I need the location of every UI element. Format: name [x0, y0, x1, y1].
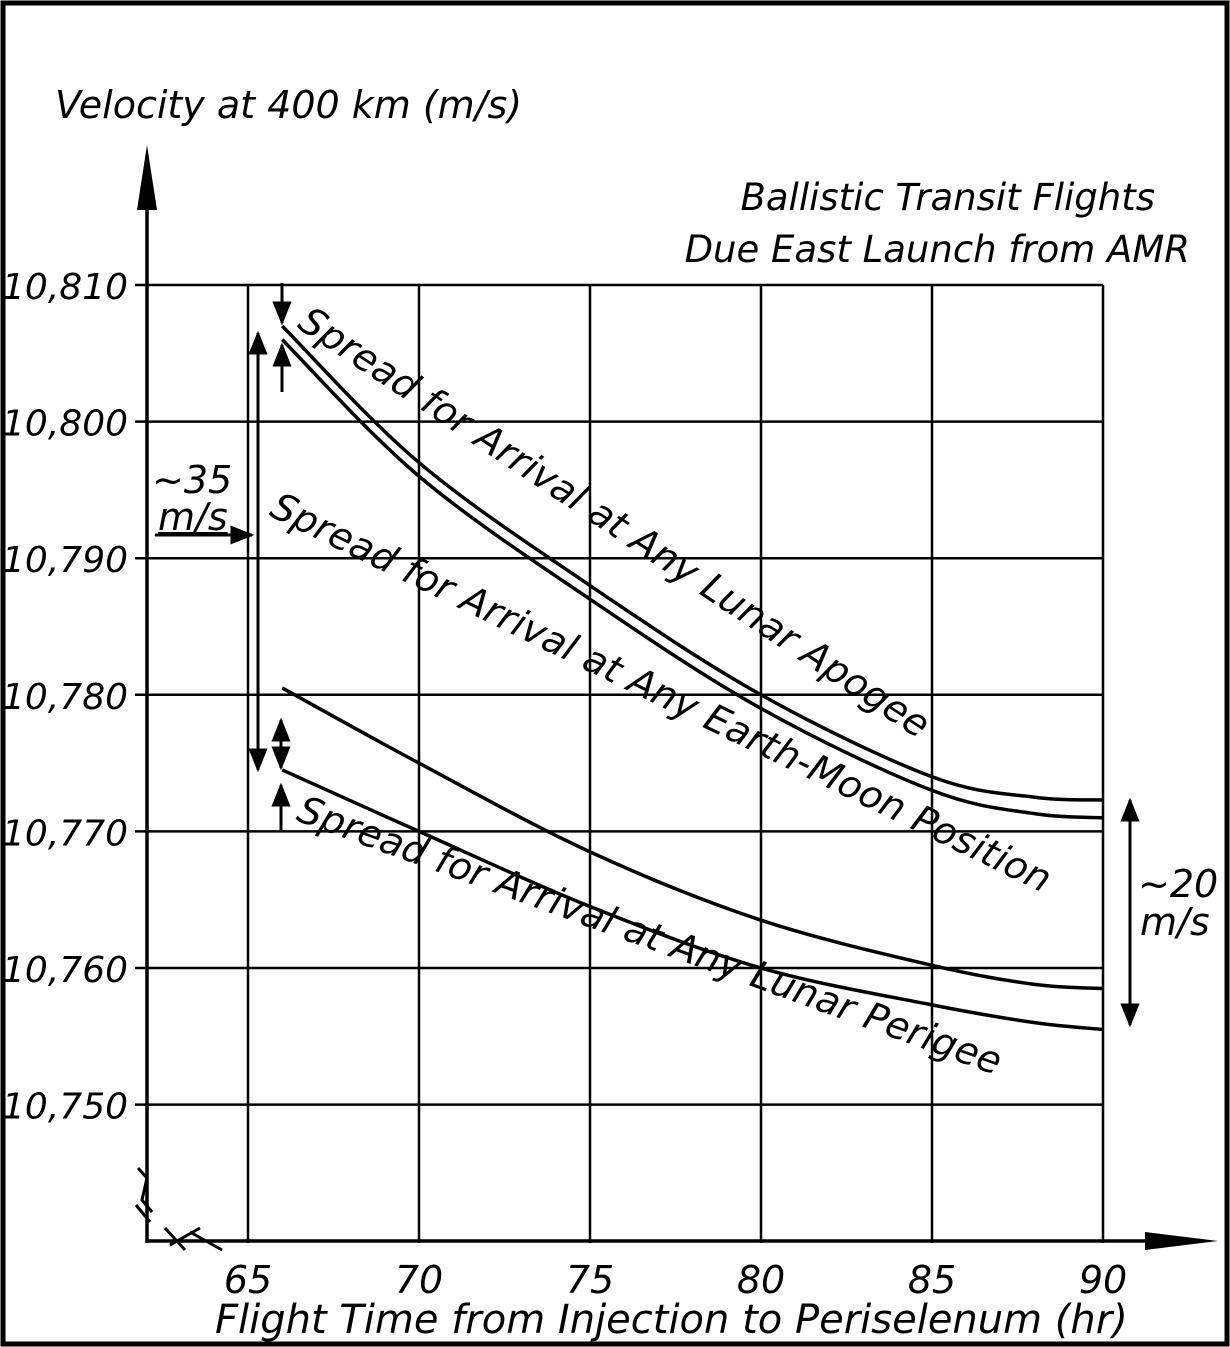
- y-tick-label: 10,800: [2, 404, 128, 445]
- y-axis-break-mark: [134, 1166, 154, 1223]
- series-line-1: [280, 324, 1104, 802]
- x-axis-label: Flight Time from Injection to Periselenu…: [215, 1297, 1128, 1343]
- y-tick-labels: 10,810 10,800 10,790 10,780 10,770 10,760 10,7…: [2, 267, 128, 1128]
- y-tick-label: 10,790: [2, 540, 128, 581]
- chart-annotation-line-2: Due East Launch from AMR: [685, 228, 1190, 271]
- x-tick-label: 80: [737, 1258, 785, 1302]
- x-tick-label: 70: [395, 1258, 443, 1302]
- chart-annotation-line-1: Ballistic Transit Flights: [740, 176, 1155, 219]
- spread-right-unit: m/s: [1140, 900, 1210, 944]
- x-tick-labels: 65 70 75 80 85 90: [224, 1258, 1127, 1302]
- spread-left-unit: m/s: [158, 495, 228, 539]
- spread-left-value: ~35: [152, 458, 232, 502]
- y-tick-label: 10,810: [2, 267, 128, 308]
- spread-arrows: [155, 283, 1140, 1028]
- series-group: [280, 324, 1104, 1032]
- y-axis-arrowhead: [137, 145, 157, 210]
- y-tick-label: 10,770: [2, 813, 128, 854]
- axes: [134, 145, 1218, 1252]
- series-line-3: [281, 686, 1104, 991]
- y-tick-label: 10,780: [2, 677, 128, 718]
- x-tick-label: 90: [1079, 1258, 1127, 1302]
- x-tick-label: 65: [224, 1258, 272, 1302]
- y-tick-label: 10,750: [2, 1087, 128, 1128]
- x-axis-arrowhead: [1145, 1232, 1218, 1250]
- x-tick-label: 85: [908, 1258, 956, 1302]
- series-line-4: [281, 768, 1104, 1032]
- spread-right-value: ~20: [1138, 862, 1218, 906]
- x-axis-break-mark: [163, 1226, 223, 1252]
- y-tick-label: 10,760: [2, 950, 128, 991]
- y-axis-label: Velocity at 400 km (m/s): [55, 83, 522, 127]
- x-tick-label: 75: [566, 1258, 614, 1302]
- series-line-2: [280, 338, 1104, 820]
